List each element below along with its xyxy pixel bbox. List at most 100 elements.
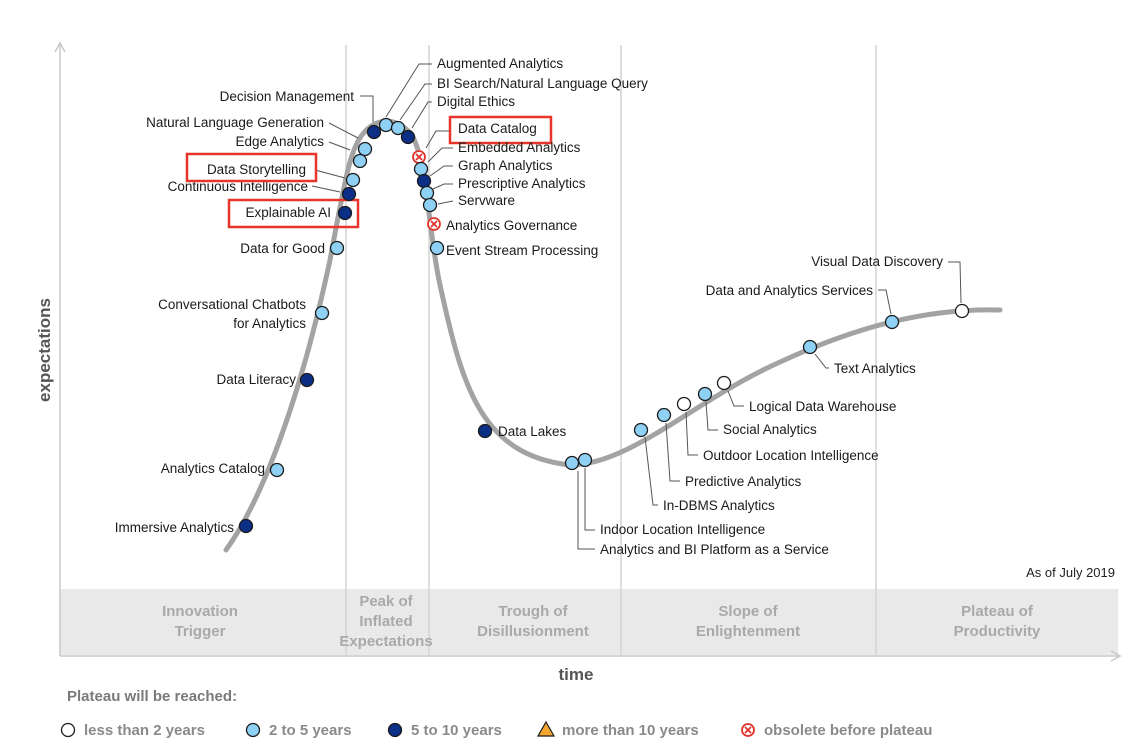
leader-line-natural-language-generation <box>328 122 359 139</box>
marker-immersive-analytics <box>238 518 254 534</box>
marker-bi-search-natural-language-query <box>390 120 406 136</box>
legend-title: Plateau will be reached: <box>67 688 237 705</box>
marker-analytics-and-bi-platform-as-a-service <box>564 455 580 471</box>
leader-line-continuous-intelligence <box>311 185 341 193</box>
label-outdoor-location-intelligence: Outdoor Location Intelligence <box>703 448 879 463</box>
label-natural-language-generation: Natural Language Generation <box>146 115 324 130</box>
marker-data-literacy <box>299 372 315 388</box>
marker-x-data-catalog <box>415 153 423 161</box>
phase-label-peak-of-inflated-expectations: Inflated <box>359 613 412 630</box>
leader-line-analytics-and-bi-platform-as-a-service <box>577 471 595 550</box>
marker-edge-analytics <box>352 153 368 169</box>
leader-line-data-storytelling <box>314 169 346 179</box>
leader-line-in-dbms-analytics <box>644 436 658 506</box>
phase-label-slope-of-enlightenment: Slope of <box>718 603 778 620</box>
label-data-literacy: Data Literacy <box>216 372 296 387</box>
label-embedded-analytics: Embedded Analytics <box>458 140 581 155</box>
label-data-catalog: Data Catalog <box>458 121 537 136</box>
legend-item-more-than-10-years-symbol <box>536 720 556 737</box>
phase-label-trough-of-disillusionment: Trough of <box>498 603 568 620</box>
marker-conversational-chatbots-for-analytics <box>314 305 330 321</box>
leader-line-edge-analytics <box>328 141 351 151</box>
leader-line-data-catalog <box>425 130 451 149</box>
label-bi-search-natural-language-query: BI Search/Natural Language Query <box>437 76 648 91</box>
label-in-dbms-analytics: In-DBMS Analytics <box>663 498 775 513</box>
as-of-label: As of July 2019 <box>1026 565 1115 580</box>
marker-outdoor-location-intelligence <box>676 396 692 412</box>
phase-label-trough-of-disillusionment: Disillusionment <box>477 623 589 640</box>
marker-graph-analytics <box>416 173 432 189</box>
leader-line-outdoor-location-intelligence <box>685 411 698 456</box>
leader-line-indoor-location-intelligence <box>584 468 595 531</box>
marker-embedded-analytics <box>413 161 429 177</box>
phase-label-plateau-of-productivity: Productivity <box>954 623 1041 640</box>
label-digital-ethics: Digital Ethics <box>437 94 515 109</box>
marker-logical-data-warehouse <box>716 375 732 391</box>
label-event-stream-processing: Event Stream Processing <box>446 243 598 258</box>
marker-social-analytics <box>697 386 713 402</box>
phase-label-innovation-trigger: Innovation <box>162 603 238 620</box>
phase-label-innovation-trigger: Trigger <box>175 623 226 640</box>
label-explainable-ai: Explainable AI <box>245 205 331 220</box>
highlight-box-explainable-ai <box>227 198 360 229</box>
marker-indoor-location-intelligence <box>577 452 593 468</box>
label-immersive-analytics: Immersive Analytics <box>115 520 235 535</box>
legend-item-less-than-2-years-label: less than 2 years <box>84 722 205 739</box>
label-data-lakes: Data Lakes <box>498 424 567 439</box>
label-text-analytics: Text Analytics <box>834 361 916 376</box>
phase-band <box>60 589 1118 655</box>
label-social-analytics: Social Analytics <box>723 422 817 437</box>
marker-augmented-analytics <box>378 117 394 133</box>
marker-digital-ethics <box>400 129 416 145</box>
label-predictive-analytics: Predictive Analytics <box>685 474 802 489</box>
label-continuous-intelligence: Continuous Intelligence <box>168 179 308 194</box>
label-data-and-analytics-services: Data and Analytics Services <box>706 283 874 298</box>
label-prescriptive-analytics: Prescriptive Analytics <box>458 176 586 191</box>
phase-label-slope-of-enlightenment: Enlightenment <box>696 623 800 640</box>
phase-label-peak-of-inflated-expectations: Peak of <box>359 593 413 610</box>
label-graph-analytics: Graph Analytics <box>458 158 553 173</box>
leader-line-visual-data-discovery <box>948 261 962 304</box>
label-edge-analytics: Edge Analytics <box>235 134 324 149</box>
legend-item-less-than-2-years-symbol <box>60 722 76 738</box>
marker-explainable-ai <box>337 205 353 221</box>
label-conversational-chatbots-for-analytics: Conversational Chatbots for Analytics <box>158 297 306 331</box>
highlight-box-data-storytelling <box>185 152 318 183</box>
marker-visual-data-discovery <box>954 303 970 319</box>
leader-line-digital-ethics <box>411 101 432 129</box>
leader-line-data-and-analytics-services <box>878 289 892 315</box>
leader-line-servware <box>437 200 454 205</box>
marker-decision-management <box>366 124 382 140</box>
marker-event-stream-processing <box>429 240 445 256</box>
leader-line-social-analytics <box>705 401 718 431</box>
marker-data-for-good <box>329 240 345 256</box>
x-axis-arrow <box>1110 650 1122 662</box>
label-logical-data-warehouse: Logical Data Warehouse <box>749 399 896 414</box>
highlight-box-data-catalog <box>448 115 553 145</box>
phase-label-peak-of-inflated-expectations: Expectations <box>339 633 432 650</box>
marker-in-dbms-analytics <box>633 422 649 438</box>
marker-servware <box>422 197 438 213</box>
leader-line-logical-data-warehouse <box>727 390 744 407</box>
y-axis-arrow <box>54 41 66 53</box>
legend-item-5-to-10-years-label: 5 to 10 years <box>411 722 502 739</box>
label-line: Conversational Chatbots <box>158 297 306 312</box>
label-analytics-and-bi-platform-as-a-service: Analytics and BI Platform as a Service <box>600 542 829 557</box>
marker-text-analytics <box>802 339 818 355</box>
marker-data-and-analytics-services <box>884 314 900 330</box>
leader-line-prescriptive-analytics <box>432 183 453 190</box>
legend-item-2-to-5-years-symbol <box>245 722 261 738</box>
marker-data-storytelling <box>345 172 361 188</box>
legend-item-more-than-10-years-label: more than 10 years <box>562 722 699 739</box>
leader-line-graph-analytics <box>429 165 453 177</box>
label-visual-data-discovery: Visual Data Discovery <box>811 254 943 269</box>
y-axis-title: expectations <box>35 298 54 402</box>
label-data-for-good: Data for Good <box>240 241 325 256</box>
label-indoor-location-intelligence: Indoor Location Intelligence <box>600 522 765 537</box>
leader-line-embedded-analytics <box>427 147 453 163</box>
legend-item-2-to-5-years-label: 2 to 5 years <box>269 722 352 739</box>
legend-item-obsolete-before-plateau-symbol-x <box>744 726 752 734</box>
marker-natural-language-generation <box>357 141 373 157</box>
